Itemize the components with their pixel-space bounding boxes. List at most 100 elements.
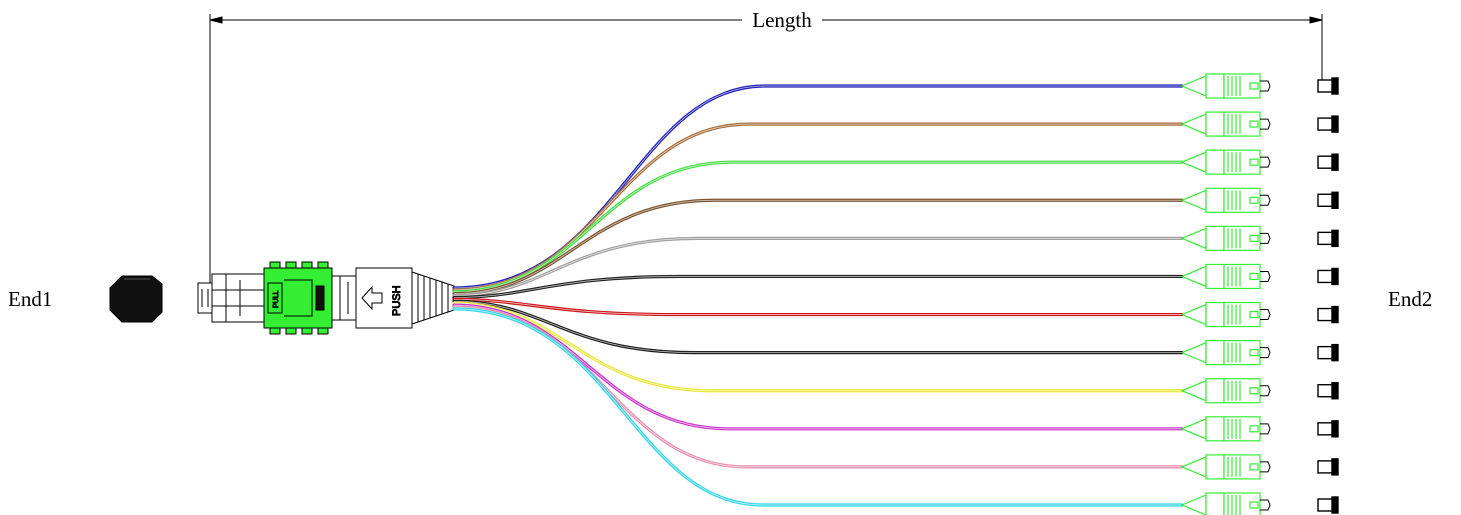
sc-boot: [1180, 456, 1207, 478]
sc-body-rear: [1205, 492, 1225, 515]
end1-label: End1: [8, 287, 52, 311]
dust-cap-flange: [1331, 420, 1339, 438]
mpo-inner-housing: [211, 273, 265, 323]
fiber-line: [452, 305, 1184, 469]
sc-connector-11: [1180, 454, 1271, 480]
length-arrow-left: [209, 16, 223, 24]
sc-body-rear: [1205, 378, 1225, 404]
sc-dust-cap-10: [1317, 420, 1339, 438]
sc-boot: [1180, 379, 1207, 402]
sc-ferrule: [1260, 461, 1271, 473]
fiber-line-highlight: [453, 300, 1182, 354]
sc-boot: [1180, 303, 1207, 326]
sc-boot: [1180, 151, 1207, 174]
dust-cap-flange: [1331, 153, 1339, 171]
sc-body-rear: [1205, 149, 1225, 175]
sc-key: [1249, 349, 1259, 357]
sc-connector-6: [1180, 263, 1271, 290]
fiber-line-highlight: [453, 302, 1182, 392]
sc-connector-1: [1180, 73, 1271, 99]
sc-body-rear: [1205, 416, 1225, 442]
fiber-line-highlight: [453, 123, 1182, 291]
mpo-rear-housing: [331, 275, 357, 321]
sc-body-front: [1223, 225, 1261, 251]
sc-connector-12: [1180, 492, 1271, 515]
sc-dust-cap-4: [1317, 191, 1339, 209]
mpo-connector: PULL PUSH: [197, 261, 455, 335]
sc-body-rear: [1205, 301, 1225, 328]
sc-key: [1249, 196, 1259, 204]
fiber-line: [452, 274, 1184, 300]
sc-boot: [1180, 189, 1207, 212]
sc-dust-cap-8: [1317, 343, 1339, 362]
dust-cap-flange: [1331, 267, 1339, 286]
sc-ferrule: [1260, 80, 1271, 92]
dust-cap-flange: [1331, 305, 1339, 324]
sc-ferrule: [1260, 156, 1271, 168]
sc-body-rear: [1205, 111, 1225, 137]
mpo-dust-cap: [109, 275, 163, 323]
sc-key: [1249, 463, 1259, 471]
fiber-7: [452, 297, 1184, 317]
push-label: PUSH: [391, 285, 403, 316]
sc-connector-3: [1180, 149, 1271, 175]
fiber-line: [452, 84, 1184, 290]
fiber-line-highlight: [453, 85, 1182, 289]
mpo-boot: [411, 271, 455, 325]
sc-boot: [1180, 75, 1207, 97]
sc-ferrule: [1260, 499, 1271, 511]
sc-body-rear: [1205, 187, 1225, 213]
length-dimension: [209, 14, 1323, 290]
fiber-line-highlight: [453, 199, 1182, 295]
fiber-10: [452, 303, 1184, 431]
dust-cap-flange: [1331, 458, 1339, 476]
dust-cap-body: [109, 275, 163, 323]
fiber-group: [452, 84, 1184, 507]
sc-boot: [1180, 494, 1207, 515]
sc-ferrule: [1260, 385, 1271, 397]
sc-body-rear: [1205, 454, 1225, 480]
sc-body-rear: [1205, 73, 1225, 99]
fiber-line: [452, 303, 1184, 431]
sc-boot: [1180, 265, 1207, 288]
fiber-line-highlight: [453, 161, 1182, 293]
fiber-3: [452, 160, 1184, 294]
mpo-ferrule: [197, 282, 213, 314]
sc-dust-cap-9: [1317, 382, 1339, 400]
sc-connector-5: [1180, 225, 1271, 251]
sc-connector-10: [1180, 416, 1271, 442]
sc-connector-8: [1180, 340, 1271, 366]
sc-key: [1249, 82, 1259, 90]
sc-key: [1249, 387, 1259, 395]
sc-boot: [1180, 227, 1207, 250]
fiber-1: [452, 84, 1184, 290]
sc-body-rear: [1205, 225, 1225, 251]
fiber-5: [452, 236, 1184, 298]
sc-dust-cap-3: [1317, 153, 1339, 171]
fiber-6: [452, 274, 1184, 300]
sc-ferrule: [1260, 194, 1271, 206]
fiber-line-highlight: [453, 304, 1182, 430]
sc-dust-cap-6: [1317, 267, 1339, 286]
sc-ferrule: [1260, 232, 1271, 244]
sc-boot: [1180, 113, 1207, 135]
fiber-8: [452, 299, 1184, 355]
sc-ferrule: [1260, 270, 1271, 282]
fiber-9: [452, 301, 1184, 393]
fiber-line-highlight: [453, 237, 1182, 296]
sc-key: [1249, 425, 1259, 433]
pull-label: PULL: [273, 290, 280, 308]
dust-cap-flange: [1331, 229, 1339, 248]
dust-cap-flange: [1331, 191, 1339, 209]
sc-body-front: [1223, 492, 1261, 515]
fiber-12: [452, 307, 1184, 507]
fiber-2: [452, 122, 1184, 292]
end2-label: End2: [1388, 287, 1432, 311]
mpo-pull-tab: [267, 282, 283, 314]
sc-connector-7: [1180, 301, 1271, 328]
fiber-line: [452, 160, 1184, 294]
length-arrow-right: [1309, 16, 1323, 24]
sc-body-rear: [1205, 263, 1225, 290]
sc-dust-cap-1: [1317, 77, 1339, 95]
